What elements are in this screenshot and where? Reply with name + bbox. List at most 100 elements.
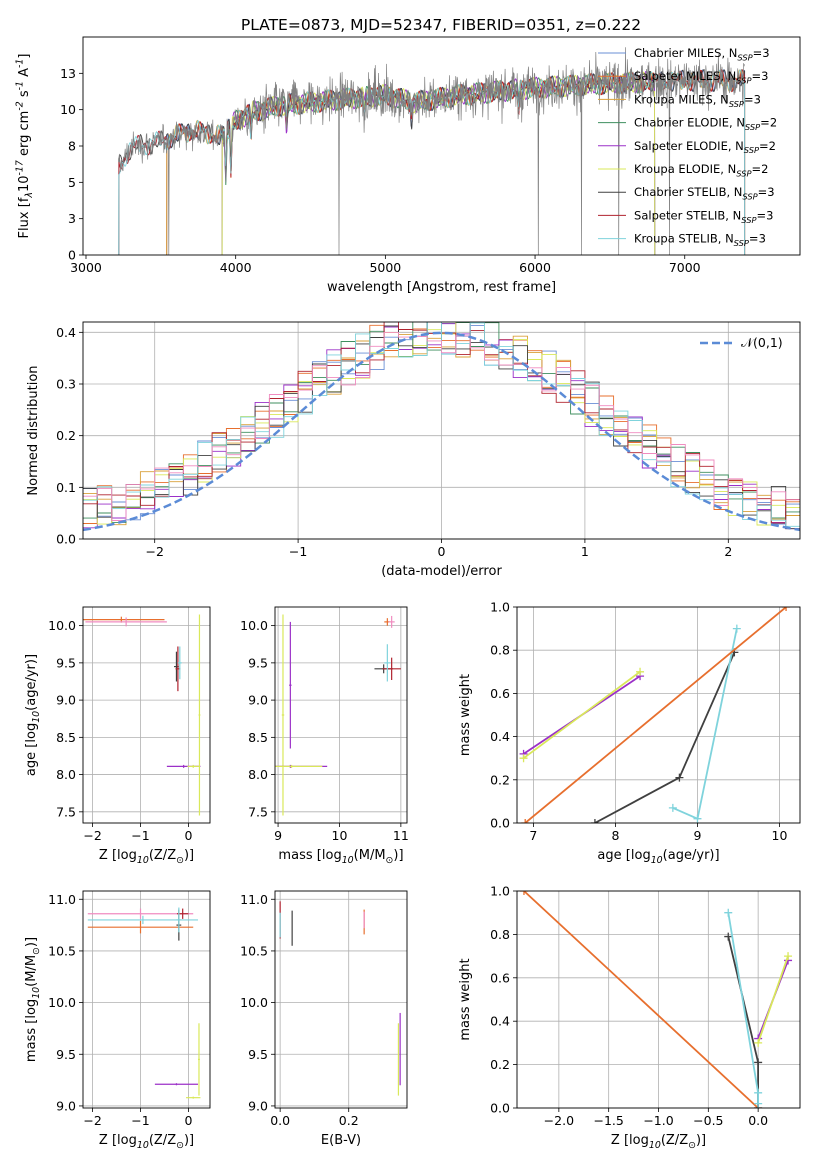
y-tick-label: 0.6 (490, 970, 510, 985)
x-tick-label: −1 (131, 828, 149, 843)
y-tick-label: 9.5 (56, 655, 76, 670)
plot-area-mass-vs-EBV (279, 901, 401, 1096)
y-tick-label: 0.1 (56, 480, 76, 495)
errorbar-point (85, 617, 167, 627)
errorbar-point (186, 1096, 201, 1099)
y-tick-label: 0.0 (490, 816, 510, 831)
axes-spectrum: 3000 4000 5000 6000 7000 0 3 5 8 10 13 wavelength [… (15, 36, 801, 295)
y-tick-label: 1.0 (490, 884, 510, 899)
legend-entry: Kroupa MILES, NSSP=3 (634, 92, 761, 108)
x-tick-label: 10 (332, 828, 348, 843)
y-tick-label: 5 (68, 175, 76, 190)
x-tick-label: 9 (693, 828, 701, 843)
legend-entry: Kroupa STELIB, NSSP=3 (634, 232, 766, 248)
x-tick-label: 2 (724, 544, 732, 559)
mass-weight-marker (754, 1058, 763, 1067)
errorbar-point (154, 1083, 199, 1086)
y-axis-label: Flux [fλ10-17 erg cm-2 s-1 A-1] (15, 54, 35, 239)
errorbar-point (87, 908, 194, 919)
y-tick-label: 9.5 (56, 1047, 76, 1062)
x-tick-label: −2 (83, 1113, 101, 1128)
mass-weight-line (757, 955, 789, 1044)
mass-weight-line (727, 912, 759, 1104)
x-tick-label: −2 (145, 544, 163, 559)
y-tick-label: 10.0 (48, 995, 76, 1010)
y-tick-label: 0.8 (490, 927, 510, 942)
mass-weight-marker (693, 814, 702, 823)
axes-age-vs-Z: −2 −1 0 7.5 8.0 8.5 9.0 9.5 10.0 Z [log10(Z/Z⊙)] a… (24, 606, 211, 866)
y-tick-label: 3 (68, 211, 76, 226)
mass-weight-marker (590, 819, 599, 823)
x-tick-label: −0.5 (693, 1113, 723, 1128)
y-tick-label: 9.0 (248, 1098, 268, 1113)
legend-entry: Salpeter ELODIE, NSSP=2 (634, 139, 776, 155)
x-tick-label: −2.0 (544, 1113, 574, 1128)
x-tick-label: −1.0 (643, 1113, 673, 1128)
observed-spectrum-line (118, 47, 745, 255)
y-axis-label: mass weight (458, 674, 473, 756)
axes-frame (82, 606, 211, 824)
errorbar-point (198, 614, 201, 816)
y-tick-label: 8 (68, 139, 76, 154)
x-tick-label: 0 (184, 828, 192, 843)
axes-frame (82, 321, 801, 540)
mass-weight-marker (519, 891, 528, 895)
mass-weight-marker (675, 773, 684, 782)
y-tick-label: 7.5 (248, 804, 268, 819)
mass-weight-line (524, 607, 787, 823)
x-tick-label: 0.0 (270, 1113, 290, 1128)
y-tick-label: 11.0 (48, 892, 76, 907)
mass-weight-marker (519, 754, 528, 763)
legend-entry: Chabrier STELIB, NSSP=3 (634, 185, 775, 201)
plot-area-age-vs-Z (83, 614, 201, 816)
x-tick-label: 7000 (669, 260, 701, 275)
errorbar-point (275, 764, 323, 768)
axes-frame (516, 606, 801, 824)
y-tick-label: 10 (60, 102, 76, 117)
x-tick-label: 8 (611, 828, 619, 843)
errorbar-point (388, 615, 395, 628)
errorbar-point (289, 621, 292, 749)
y-tick-label: 0.6 (490, 686, 510, 701)
legend-entry: Kroupa ELODIE, NSSP=2 (634, 162, 768, 178)
mass-weight-marker (732, 624, 741, 633)
y-tick-label: 9.0 (248, 693, 268, 708)
y-axis-label: mass weight (458, 958, 473, 1040)
y-tick-label: 0.0 (490, 1101, 510, 1116)
x-axis-label: Z [log10(Z/Z⊙)] (99, 1133, 194, 1151)
y-tick-label: 0.0 (56, 532, 76, 547)
axes-frame (274, 606, 408, 824)
axes-frame (82, 36, 801, 256)
mass-weight-marker (668, 803, 677, 812)
mass-weight-line (672, 628, 738, 820)
x-axis-label: mass [log10(M/M⊙)] (278, 848, 403, 866)
axes-age-vs-mass: 9 10 11 7.5 8.0 8.5 9.0 9.5 10.0 mass [log10(M/M⊙… (240, 606, 409, 866)
y-tick-label: 0 (68, 248, 76, 263)
axes-mass-weight-vs-age: 7 8 9 10 0.0 0.2 0.4 0.6 0.8 1.0 age [log10(age/yr… (458, 600, 801, 866)
plot-area-mass-weight-vs-age (519, 607, 791, 823)
figure-title: PLATE=0873, MJD=52347, FIBERID=0351, z=0… (241, 16, 641, 34)
x-tick-label: 9 (274, 828, 282, 843)
x-tick-label: 10 (772, 828, 788, 843)
plot-area-mass-weight-vs-Z (519, 891, 793, 1108)
y-tick-label: 1.0 (490, 600, 510, 615)
legend-entry: Chabrier MILES, NSSP=3 (634, 46, 770, 62)
axes-residuals: −2 −1 0 1 2 0.0 0.1 0.2 0.3 0.4 (data-model)/error… (26, 321, 801, 579)
x-tick-label: 0.0 (748, 1113, 768, 1128)
y-tick-label: 9.0 (56, 1098, 76, 1113)
mass-weight-marker (782, 607, 791, 611)
model-spectrum-line (118, 69, 746, 255)
y-tick-label: 0.8 (490, 643, 510, 658)
plot-area-spectrum (118, 47, 746, 255)
errorbar-point (281, 614, 285, 816)
plot-area-residuals (83, 322, 800, 532)
axes-frame (516, 890, 801, 1109)
mass-weight-marker (754, 1088, 763, 1097)
axes-mass-vs-Z: −2 −1 0 9.0 9.5 10.0 10.5 11.0 Z [log10(Z/Z⊙)] ma… (24, 890, 211, 1151)
y-axis-label: age [log10(age/yr)] (24, 654, 42, 776)
x-tick-label: 5000 (369, 260, 401, 275)
x-tick-label: −1 (131, 1113, 149, 1128)
y-tick-label: 0.4 (56, 325, 76, 340)
legend-entry: 𝒩(0,1) (741, 335, 783, 350)
y-axis-label: mass [log10(M/M⊙)] (24, 937, 42, 1062)
